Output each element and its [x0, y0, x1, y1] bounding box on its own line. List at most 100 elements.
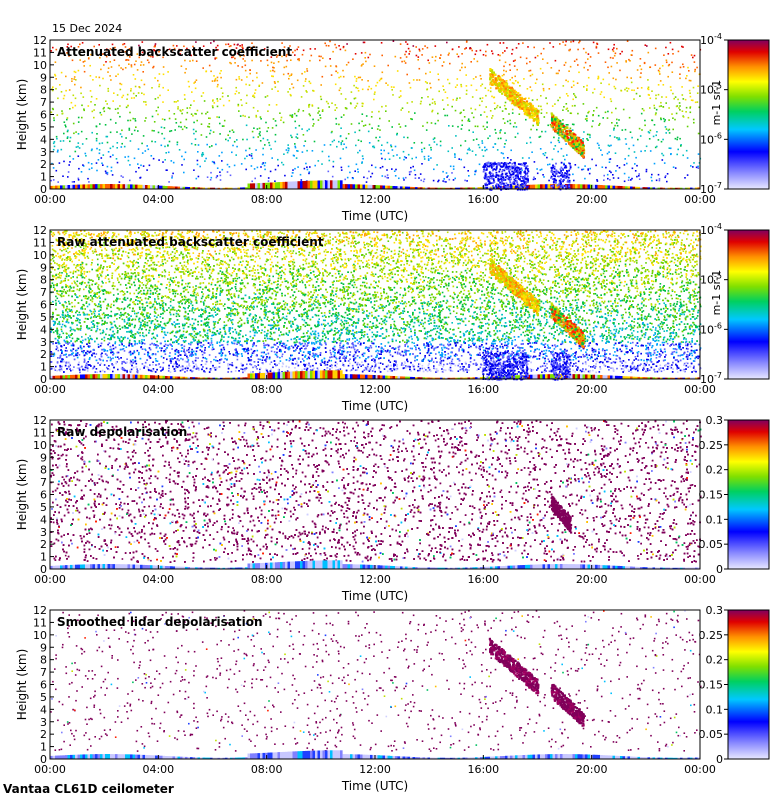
data-dot	[236, 139, 238, 141]
data-dot	[687, 126, 689, 128]
data-dot	[413, 45, 415, 47]
data-dot	[603, 179, 605, 181]
data-dot	[564, 159, 566, 161]
data-dot	[215, 78, 217, 80]
data-dot	[483, 155, 485, 157]
data-dot	[324, 43, 326, 45]
boundary-layer-cell	[70, 185, 73, 189]
data-dot	[217, 175, 219, 177]
data-dot	[275, 134, 277, 136]
data-dot	[583, 131, 585, 133]
data-dot	[121, 143, 123, 145]
data-dot	[291, 175, 293, 177]
data-dot	[274, 180, 276, 182]
data-dot	[378, 140, 380, 142]
data-dot	[109, 75, 111, 77]
cloud-cell	[524, 98, 526, 100]
data-dot	[272, 67, 274, 69]
data-dot	[365, 52, 367, 54]
data-dot	[210, 71, 212, 73]
data-dot	[298, 58, 300, 60]
data-dot	[159, 73, 161, 75]
data-dot	[587, 58, 589, 60]
boundary-layer-cell	[98, 184, 101, 189]
data-dot	[278, 61, 280, 63]
data-dot	[357, 152, 359, 154]
data-dot	[563, 85, 565, 87]
data-dot	[396, 134, 398, 136]
data-dot	[384, 159, 386, 161]
precip-cell	[555, 169, 557, 171]
boundary-layer-cell	[535, 185, 538, 190]
data-dot	[659, 68, 661, 70]
data-dot	[533, 179, 535, 181]
data-dot	[546, 103, 548, 105]
precip-cell	[509, 175, 511, 177]
data-dot	[424, 158, 426, 160]
data-dot	[565, 80, 567, 82]
data-dot	[191, 113, 193, 115]
data-dot	[210, 42, 212, 44]
data-dot	[494, 108, 496, 110]
data-dot	[314, 165, 316, 167]
data-dot	[307, 169, 309, 171]
data-dot	[650, 66, 652, 68]
cloud-cell	[569, 142, 571, 144]
data-dot	[644, 62, 646, 64]
data-dot	[220, 179, 222, 181]
data-dot	[307, 70, 309, 72]
data-dot	[610, 145, 612, 147]
data-dot	[555, 84, 557, 86]
data-dot	[543, 88, 545, 90]
data-dot	[573, 81, 575, 83]
data-dot	[586, 89, 588, 91]
y-tick-label: 10	[33, 59, 47, 72]
boundary-layer-cell	[148, 185, 151, 189]
data-dot	[209, 65, 211, 67]
data-dot	[333, 161, 335, 163]
precip-cell	[551, 171, 553, 173]
data-dot	[442, 171, 444, 173]
data-dot	[520, 57, 522, 59]
cloud-cell	[509, 99, 511, 101]
data-dot	[589, 65, 591, 67]
data-dot	[313, 123, 315, 125]
data-dot	[184, 98, 186, 100]
data-dot	[172, 173, 174, 175]
data-dot	[251, 165, 253, 167]
data-dot	[368, 171, 370, 173]
data-dot	[503, 66, 505, 68]
data-dot	[201, 123, 203, 125]
data-dot	[286, 149, 288, 151]
data-dot	[338, 45, 340, 47]
data-dot	[291, 73, 293, 75]
data-dot	[559, 97, 561, 99]
data-dot	[131, 97, 133, 99]
data-dot	[292, 169, 294, 171]
precip-cell	[553, 178, 555, 180]
data-dot	[152, 67, 154, 69]
data-dot	[106, 103, 108, 105]
data-dot	[86, 138, 88, 140]
data-dot	[352, 58, 354, 60]
data-dot	[78, 178, 80, 180]
data-dot	[110, 79, 112, 81]
data-dot	[303, 134, 305, 136]
data-dot	[399, 157, 401, 159]
data-dot	[220, 98, 222, 100]
data-dot	[67, 137, 69, 139]
data-dot	[514, 65, 516, 67]
data-dot	[328, 106, 330, 108]
data-dot	[165, 152, 167, 154]
boundary-layer-cell	[115, 184, 118, 189]
data-dot	[595, 165, 597, 167]
boundary-layer-cell	[68, 185, 71, 189]
data-dot	[650, 150, 652, 152]
data-dot	[328, 171, 330, 173]
data-dot	[305, 78, 307, 80]
data-dot	[432, 102, 434, 104]
data-dot	[536, 79, 538, 81]
data-dot	[618, 177, 620, 179]
data-dot	[570, 41, 572, 43]
data-dot	[403, 177, 405, 179]
